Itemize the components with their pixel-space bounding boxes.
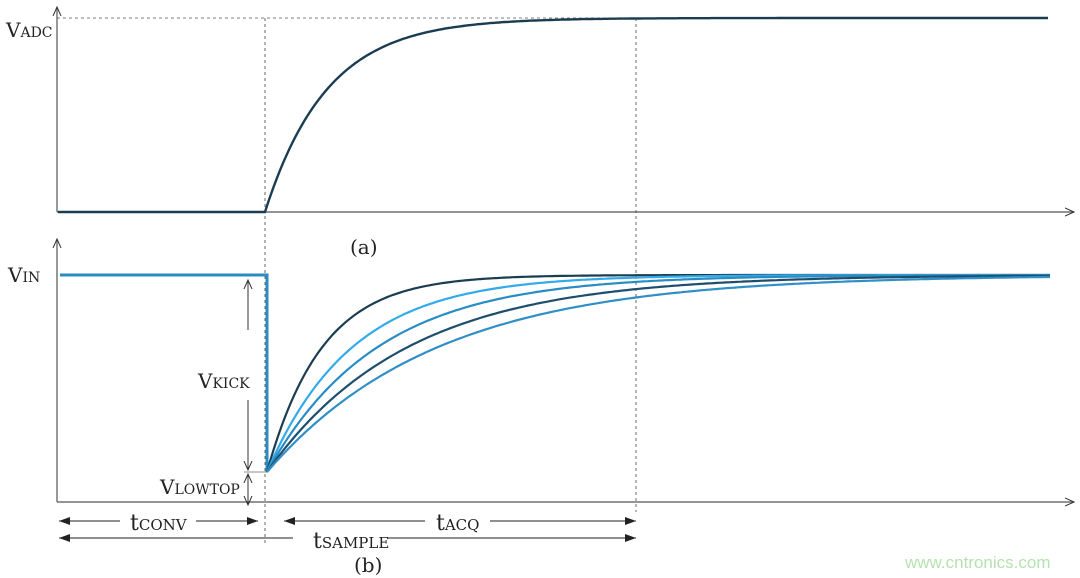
- tsample-label: tSAMPLE: [313, 529, 389, 554]
- vin-label: VIN: [7, 263, 40, 287]
- settling-curve-4: [266, 274, 1050, 473]
- settling-curve-5: [266, 275, 1050, 473]
- vkick-label: VKICK: [197, 369, 250, 393]
- vadc-label: VADC: [5, 18, 53, 42]
- vin-step: [60, 273, 269, 472]
- tconv-label: tCONV: [130, 511, 188, 536]
- vin-settling-curves: [265, 273, 1050, 473]
- watermark: www.cntronics.com: [904, 553, 1050, 572]
- vadc-curve: [58, 16, 1048, 214]
- settling-curve-3: [266, 274, 1050, 473]
- panel-a-caption: (a): [350, 235, 378, 259]
- vlowtop-label: VLOWTOP: [159, 475, 240, 499]
- panel-b-caption: (b): [354, 553, 382, 577]
- tacq-label: tACQ: [436, 511, 479, 536]
